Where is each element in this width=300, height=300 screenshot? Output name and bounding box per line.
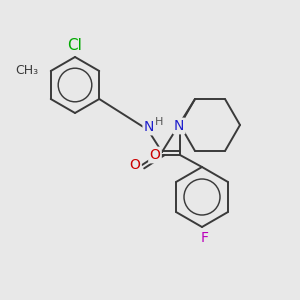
Text: N: N — [144, 120, 154, 134]
Text: N: N — [174, 119, 184, 133]
Text: Cl: Cl — [68, 38, 82, 53]
Text: H: H — [155, 117, 163, 127]
Text: O: O — [150, 148, 160, 162]
Text: O: O — [130, 158, 140, 172]
Text: CH₃: CH₃ — [16, 64, 39, 77]
Text: F: F — [201, 231, 209, 245]
